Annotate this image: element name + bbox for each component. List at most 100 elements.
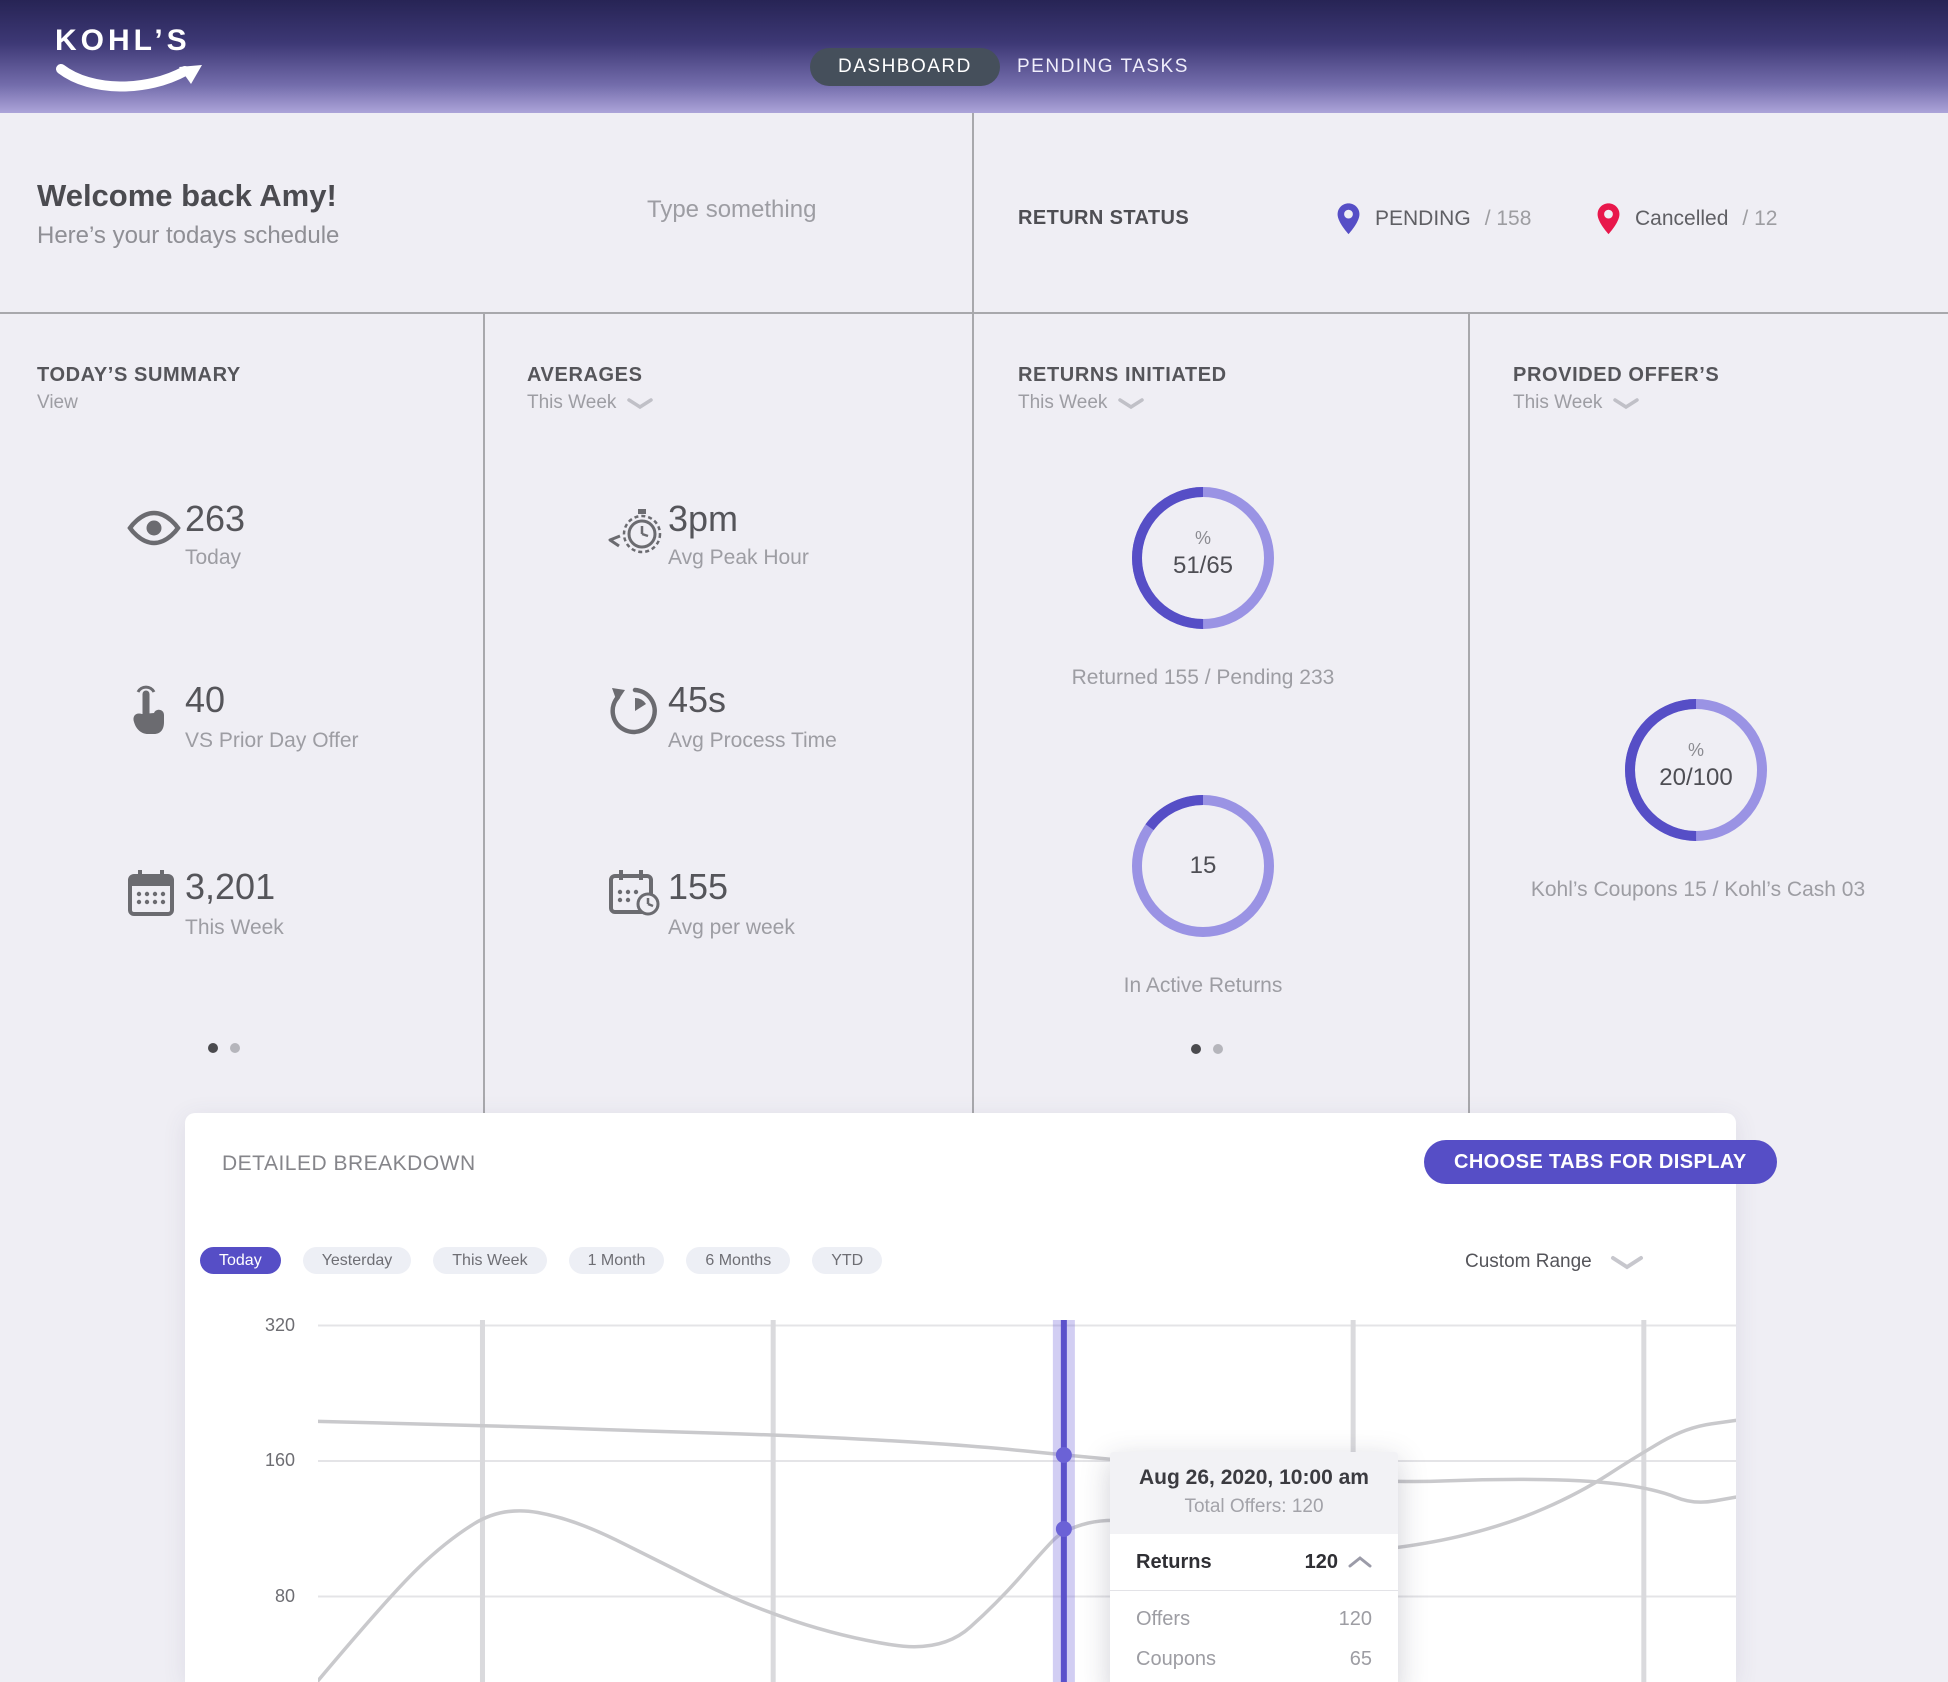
- kohls-logo[interactable]: KOHL’S: [55, 24, 205, 103]
- pagination-dot[interactable]: [230, 1043, 240, 1053]
- divider: [483, 314, 485, 1113]
- map-pin-icon: [1597, 203, 1620, 235]
- tooltip-row-coupons: Coupons 65: [1110, 1639, 1398, 1679]
- tab-yesterday[interactable]: Yesterday: [302, 1247, 412, 1274]
- tab-6-months[interactable]: 6 Months: [686, 1247, 791, 1274]
- averages-period-label: This Week: [527, 392, 617, 413]
- returns-gauge-value: 51/65: [1172, 552, 1234, 579]
- averages-label-perweek: Avg per week: [668, 916, 795, 939]
- averages-label-peak: Avg Peak Hour: [668, 546, 809, 569]
- tooltip-returns-label: Returns: [1136, 1550, 1212, 1573]
- map-pin-icon: [1337, 203, 1360, 235]
- tooltip-header: Aug 26, 2020, 10:00 am Total Offers: 120: [1110, 1452, 1398, 1534]
- return-status-pending: PENDING / 158: [1336, 202, 1531, 236]
- tooltip-offers-value: 120: [1338, 1607, 1372, 1630]
- offers-period-select[interactable]: This Week: [1513, 392, 1640, 414]
- detailed-breakdown-card: [185, 1113, 1736, 1682]
- averages-label-process: Avg Process Time: [668, 729, 837, 752]
- chart-tooltip: Aug 26, 2020, 10:00 am Total Offers: 120…: [1110, 1452, 1398, 1682]
- averages-period-select[interactable]: This Week: [527, 392, 654, 414]
- tooltip-row-offers: Offers 120: [1110, 1599, 1398, 1639]
- search-input[interactable]: [645, 195, 949, 225]
- tooltip-date: Aug 26, 2020, 10:00 am: [1139, 1466, 1369, 1489]
- y-axis-label: 320: [264, 1314, 295, 1335]
- divider: [1468, 314, 1470, 1113]
- return-status-label: RETURN STATUS: [1018, 207, 1190, 229]
- range-tabs: Today Yesterday This Week 1 Month 6 Mont…: [200, 1247, 883, 1274]
- app-header: KOHL’S DASHBOARD PENDING TASKS: [0, 0, 1948, 113]
- custom-range-select[interactable]: Custom Range: [1465, 1251, 1644, 1273]
- active-returns-caption: In Active Returns: [1123, 974, 1283, 997]
- tap-icon: [133, 685, 164, 734]
- summary-title: TODAY’S SUMMARY: [37, 364, 241, 386]
- custom-range-label: Custom Range: [1465, 1251, 1592, 1272]
- divider: [972, 113, 974, 312]
- pagination-dot-active[interactable]: [208, 1043, 218, 1053]
- returns-gauge-ring: [1132, 487, 1274, 629]
- calendar-icon: [128, 870, 174, 916]
- offers-gauge-unit: %: [1687, 740, 1704, 760]
- returns-period-select[interactable]: This Week: [1018, 392, 1145, 414]
- breakdown-title: DETAILED BREAKDOWN: [222, 1152, 476, 1175]
- active-returns-gauge-ring: [1132, 795, 1274, 937]
- offers-gauge-value: 20/100: [1659, 764, 1733, 791]
- tooltip-coupons-value: 65: [1349, 1647, 1372, 1670]
- divider: [0, 312, 1948, 314]
- tab-dashboard[interactable]: DASHBOARD: [810, 48, 1000, 86]
- offers-gauge-ring: [1625, 699, 1767, 841]
- return-status-cancelled: Cancelled / 12: [1596, 202, 1777, 236]
- chevron-down-icon: [1613, 397, 1640, 409]
- kohls-logo-text: KOHL’S: [55, 24, 191, 57]
- tab-pending-tasks[interactable]: PENDING TASKS: [1017, 56, 1189, 77]
- returns-gauge-caption: Returned 155 / Pending 233: [1071, 666, 1335, 689]
- cancelled-label: Cancelled: [1635, 207, 1729, 230]
- tooltip-coupons-label: Coupons: [1136, 1647, 1217, 1670]
- pending-count: / 158: [1484, 207, 1532, 230]
- summary-value-offer: 40: [185, 679, 226, 720]
- offers-period-label: This Week: [1513, 392, 1603, 413]
- choose-tabs-button[interactable]: CHOOSE TABS FOR DISPLAY: [1424, 1140, 1777, 1184]
- chevron-down-icon: [1118, 397, 1145, 409]
- active-returns-gauge-value: 15: [1189, 852, 1217, 879]
- eye-icon: [127, 510, 181, 546]
- pending-label: PENDING: [1375, 207, 1471, 230]
- offers-title: PROVIDED OFFER’S: [1513, 364, 1720, 386]
- chevron-up-icon: [1348, 1556, 1372, 1568]
- averages-value-perweek: 155: [668, 866, 729, 907]
- timer-icon: [610, 687, 657, 735]
- tooltip-divider: [1110, 1590, 1398, 1591]
- returns-title: RETURNS INITIATED: [1018, 364, 1227, 386]
- tab-this-week[interactable]: This Week: [433, 1247, 547, 1274]
- stopwatch-icon: [608, 509, 662, 554]
- chevron-down-icon: [1610, 1255, 1643, 1269]
- summary-label-today: Today: [185, 546, 242, 569]
- y-axis-label: 160: [264, 1450, 295, 1470]
- summary-value-today: 263: [185, 498, 246, 539]
- cancelled-count: / 12: [1742, 207, 1778, 230]
- smile-swoosh-icon: [56, 64, 202, 92]
- summary-label-offer: VS Prior Day Offer: [185, 729, 359, 752]
- returns-period-label: This Week: [1018, 392, 1108, 413]
- tab-1-month[interactable]: 1 Month: [568, 1247, 665, 1274]
- calendar-clock-icon: [609, 870, 660, 916]
- pagination-dot-active[interactable]: [1191, 1044, 1201, 1054]
- tab-ytd[interactable]: YTD: [812, 1247, 883, 1274]
- tab-today[interactable]: Today: [200, 1247, 281, 1274]
- summary-label-week: This Week: [185, 916, 284, 939]
- averages-value-peak: 3pm: [668, 498, 739, 539]
- tooltip-returns-value: 120: [1304, 1550, 1338, 1573]
- pagination-dot[interactable]: [1213, 1044, 1223, 1054]
- tooltip-offers-label: Offers: [1136, 1607, 1191, 1630]
- divider: [972, 314, 974, 1113]
- welcome-subtitle: Here’s your todays schedule: [37, 222, 340, 249]
- tooltip-row-returns[interactable]: Returns 120: [1110, 1534, 1398, 1590]
- tooltip-total: Total Offers: 120: [1184, 1496, 1324, 1517]
- summary-view-link[interactable]: View: [37, 392, 78, 413]
- y-axis-label: 80: [274, 1585, 295, 1606]
- breakdown-line-chart[interactable]: [318, 1320, 1736, 1682]
- returns-gauge-unit: %: [1194, 528, 1211, 548]
- welcome-title: Welcome back Amy!: [37, 178, 337, 213]
- averages-title: AVERAGES: [527, 364, 643, 386]
- offers-gauge-caption: Kohl’s Coupons 15 / Kohl’s Cash 03: [1530, 878, 1866, 901]
